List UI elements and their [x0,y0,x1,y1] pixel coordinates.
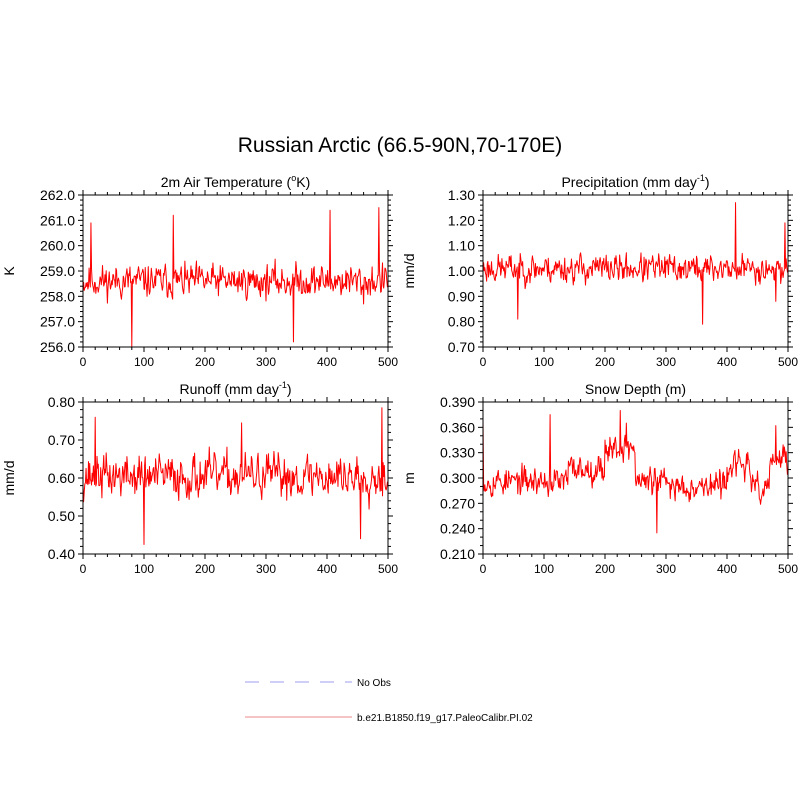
runoff-ytick-label: 0.50 [48,508,75,524]
snow-xtick-label: 200 [595,562,615,576]
snow-xtick-label: 100 [534,562,554,576]
temp-series-line [82,207,389,348]
precip-xtick-label: 100 [534,355,554,369]
runoff-panel-title: Runoff (mm day-1) [179,380,291,397]
precip-xtick-label: 400 [717,355,737,369]
runoff-xtick-label: 300 [256,562,276,576]
temp-xtick-label: 200 [195,355,215,369]
panel-runoff: 0 100 200 300 400 500 0.40 0.50 0.60 0.70 0.80 mm/d… [1,380,398,576]
precip-series-line [482,202,789,325]
snow-ytick-label: 0.270 [440,495,475,511]
temp-xtick-label: 100 [134,355,154,369]
precip-ytick-label: 1.20 [448,212,475,228]
temp-ylabel: K [1,266,17,276]
precip-ytick-label: 0.80 [448,314,475,330]
runoff-xtick-label: 400 [317,562,337,576]
temp-ytick-label: 262.0 [40,187,75,203]
snow-ytick-label: 0.360 [440,419,475,435]
precip-ytick-label: 0.70 [448,339,475,355]
runoff-ytick-label: 0.60 [48,470,75,486]
runoff-series-line [82,407,389,545]
snow-ytick-label: 0.240 [440,521,475,537]
precip-ylabel: mm/d [401,254,417,289]
snow-xtick-label: 500 [778,562,798,576]
precip-xtick-label: 0 [480,355,487,369]
legend-label-model: b.e21.B1850.f19_g17.PaleoCalibr.PI.02 [357,713,533,724]
temp-panel-title: 2m Air Temperature (oK) [161,173,310,190]
temp-xtick-label: 500 [378,355,398,369]
precip-ytick-label: 0.90 [448,288,475,304]
temp-xtick-label: 400 [317,355,337,369]
temp-ytick-label: 260.0 [40,238,75,254]
panel-snow-depth: 0 100 200 300 400 500 0.210 0.240 0.270 0.300 0.33… [401,381,798,576]
precip-ytick-label: 1.30 [448,187,475,203]
temp-plot-frame [82,194,389,348]
legend-label-no-obs: No Obs [357,678,391,689]
runoff-xtick-label: 0 [80,562,87,576]
runoff-ytick-label: 0.40 [48,546,75,562]
precip-xtick-label: 500 [778,355,798,369]
panel-air-temperature: 0 100 200 300 400 500 256.0 257.0 258.0 259.0 260.… [1,173,398,369]
runoff-xtick-label: 100 [134,562,154,576]
snow-panel-title: Snow Depth (m) [585,381,686,397]
temp-ytick-label: 256.0 [40,339,75,355]
precip-xtick-label: 200 [595,355,615,369]
precip-ytick-label: 1.10 [448,238,475,254]
runoff-xtick-label: 500 [378,562,398,576]
snow-xtick-label: 300 [656,562,676,576]
snow-xtick-label: 0 [480,562,487,576]
main-title: Russian Arctic (66.5-90N,70-170E) [238,134,563,157]
runoff-ytick-label: 0.80 [48,394,75,410]
precip-xtick-label: 300 [656,355,676,369]
snow-ylabel: m [401,472,417,484]
temp-ytick-label: 261.0 [40,212,75,228]
temp-xtick-label: 0 [80,355,87,369]
runoff-ytick-label: 0.70 [48,432,75,448]
snow-ytick-label: 0.390 [440,394,475,410]
legend: No Obs b.e21.B1850.f19_g17.PaleoCalibr.P… [245,678,533,724]
temp-ytick-label: 257.0 [40,314,75,330]
precip-panel-title: Precipitation (mm day-1) [561,173,709,190]
runoff-xtick-label: 200 [195,562,215,576]
snow-ytick-label: 0.330 [440,445,475,461]
snow-ytick-label: 0.210 [440,546,475,562]
runoff-ylabel: mm/d [1,461,17,496]
snow-series-line [482,409,789,534]
panel-precipitation: 0 100 200 300 400 500 0.70 0.80 0.90 1.00 1.10 1.20… [401,173,798,369]
temp-ytick-label: 259.0 [40,263,75,279]
temp-xtick-label: 300 [256,355,276,369]
snow-ytick-label: 0.300 [440,470,475,486]
snow-xtick-label: 400 [717,562,737,576]
precip-ytick-label: 1.00 [448,263,475,279]
temp-ytick-label: 258.0 [40,288,75,304]
